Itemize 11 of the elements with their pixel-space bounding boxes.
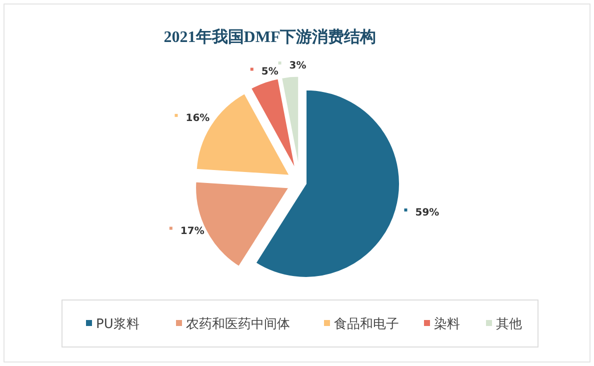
data-label: 5% bbox=[261, 66, 278, 78]
legend-label: PU浆料 bbox=[96, 317, 140, 332]
data-label: 3% bbox=[289, 60, 306, 72]
legend-label: 农药和医药中间体 bbox=[186, 317, 290, 332]
legend-label: 染料 bbox=[434, 317, 460, 332]
legend-label: 食品和电子 bbox=[334, 317, 399, 332]
data-label: 16% bbox=[186, 112, 210, 124]
data-label: 17% bbox=[180, 226, 204, 237]
data-label: 59% bbox=[415, 207, 440, 218]
legend-label: 其他 bbox=[496, 317, 522, 332]
chart-title: 2021年我国DMF下游消费结构 bbox=[164, 28, 376, 46]
